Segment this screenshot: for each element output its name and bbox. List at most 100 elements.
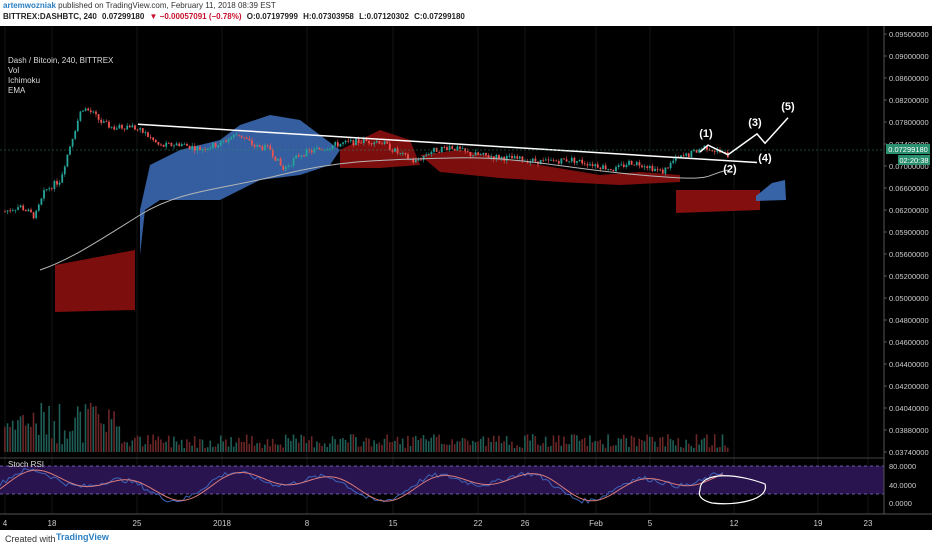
candle-body xyxy=(578,159,581,162)
candle-body xyxy=(282,165,285,170)
candle-body xyxy=(56,181,58,185)
volume-bar xyxy=(362,441,365,452)
wave-label: (5) xyxy=(781,101,795,113)
candle-body xyxy=(258,144,261,147)
volume-bar xyxy=(222,441,225,452)
volume-bar xyxy=(32,412,35,452)
volume-bar xyxy=(89,402,92,452)
volume-bar xyxy=(674,445,677,452)
chart-panel[interactable]: (1) (2) (3) (4) (5) Stoch RSI 0.09500000 0.09… xyxy=(0,26,932,530)
volume-bar xyxy=(596,441,599,452)
candle-body xyxy=(477,152,480,155)
annotation-circle[interactable] xyxy=(698,475,766,505)
candle-body xyxy=(277,158,279,161)
volume-bar xyxy=(191,445,193,452)
candle-body xyxy=(399,153,402,154)
volume-bar xyxy=(165,441,167,452)
candle-body xyxy=(404,152,407,155)
candle-body xyxy=(40,198,43,205)
volume-bar xyxy=(373,440,375,452)
volume-bar xyxy=(394,440,396,452)
volume-bar xyxy=(661,436,664,452)
price-tick-label: 0.07000000 xyxy=(889,162,929,171)
candle-body xyxy=(279,158,282,166)
volume-bar xyxy=(438,434,440,452)
wave-label: (4) xyxy=(758,152,772,164)
candle-body xyxy=(110,126,113,128)
candle-body xyxy=(648,166,651,169)
candle-body xyxy=(563,158,565,160)
volume-bar xyxy=(69,431,71,452)
legend-title: Dash / Bitcoin, 240, BITTREX xyxy=(8,56,114,65)
open-value: O:0.07197999 xyxy=(246,12,298,21)
volume-bar xyxy=(329,443,331,452)
volume-bar xyxy=(349,434,352,452)
candle-body xyxy=(677,156,680,158)
volume-bar xyxy=(300,434,303,452)
author-link[interactable]: artemwozniak xyxy=(3,1,56,10)
candle-body xyxy=(87,108,90,111)
candle-body xyxy=(193,145,196,151)
volume-bar xyxy=(433,434,435,452)
candle-body xyxy=(303,155,305,157)
candle-body xyxy=(370,143,373,145)
candle-body xyxy=(300,155,303,157)
volume-bar xyxy=(518,447,521,452)
volume-bar xyxy=(669,438,672,452)
tradingview-logo[interactable]: TradingView xyxy=(56,532,109,542)
time-tick-label: 26 xyxy=(521,519,530,528)
candle-body xyxy=(165,142,168,147)
low-value: L:0.07120302 xyxy=(359,12,409,21)
price-tick-label: 0.09500000 xyxy=(889,30,929,39)
candle-body xyxy=(334,142,337,146)
candle-body xyxy=(615,167,617,172)
volume-bar xyxy=(414,436,417,452)
volume-bar xyxy=(516,445,518,452)
candle-body xyxy=(152,137,155,140)
time-tick-label: 22 xyxy=(474,519,483,528)
candle-body xyxy=(698,149,701,153)
candle-body xyxy=(154,139,157,143)
candle-body xyxy=(222,140,225,142)
candle-body xyxy=(430,151,433,154)
ema-line xyxy=(39,157,729,271)
price-tick-label: 0.04040000 xyxy=(889,404,929,413)
volume-bar xyxy=(97,414,100,452)
candle-body xyxy=(633,164,636,166)
volume-bar xyxy=(201,439,204,452)
price-tick-label: 0.04200000 xyxy=(889,382,929,391)
price-tick-label: 0.03740000 xyxy=(889,448,929,457)
candle-body xyxy=(290,165,292,167)
volume-bar xyxy=(92,406,95,452)
volume-bar xyxy=(370,446,373,452)
elliott-wave-path[interactable] xyxy=(699,117,789,156)
volume-bar xyxy=(40,402,43,452)
volume-bar xyxy=(667,434,669,452)
volume-bar xyxy=(586,446,589,452)
volume-bar xyxy=(568,444,570,452)
last-price-label: 0.07299180 02:20:38 xyxy=(886,144,930,165)
volume-bars xyxy=(4,402,729,452)
volume-bar xyxy=(310,436,313,452)
candle-body xyxy=(243,137,246,139)
trendline[interactable] xyxy=(137,123,758,164)
legend-ema[interactable]: EMA xyxy=(8,86,26,95)
candle-body xyxy=(196,146,199,151)
last-price: 0.07299180 xyxy=(102,12,145,21)
candle-body xyxy=(253,144,256,147)
volume-bar xyxy=(401,438,404,452)
candle-body xyxy=(487,155,490,158)
candle-body xyxy=(713,151,716,152)
volume-bar xyxy=(113,411,115,452)
volume-bar xyxy=(526,434,529,452)
published-text: published on TradingView.com, February 1… xyxy=(58,1,276,10)
chart-svg[interactable]: (1) (2) (3) (4) (5) Stoch RSI 0.09500000 0.09… xyxy=(0,26,932,530)
volume-bar xyxy=(602,444,604,452)
candle-body xyxy=(414,159,417,163)
legend-vol[interactable]: Vol xyxy=(8,66,20,75)
legend-ichimoku[interactable]: Ichimoku xyxy=(8,76,41,85)
volume-bar xyxy=(531,434,534,452)
candle-body xyxy=(505,156,508,161)
volume-bar xyxy=(71,430,74,452)
candle-body xyxy=(596,164,599,168)
